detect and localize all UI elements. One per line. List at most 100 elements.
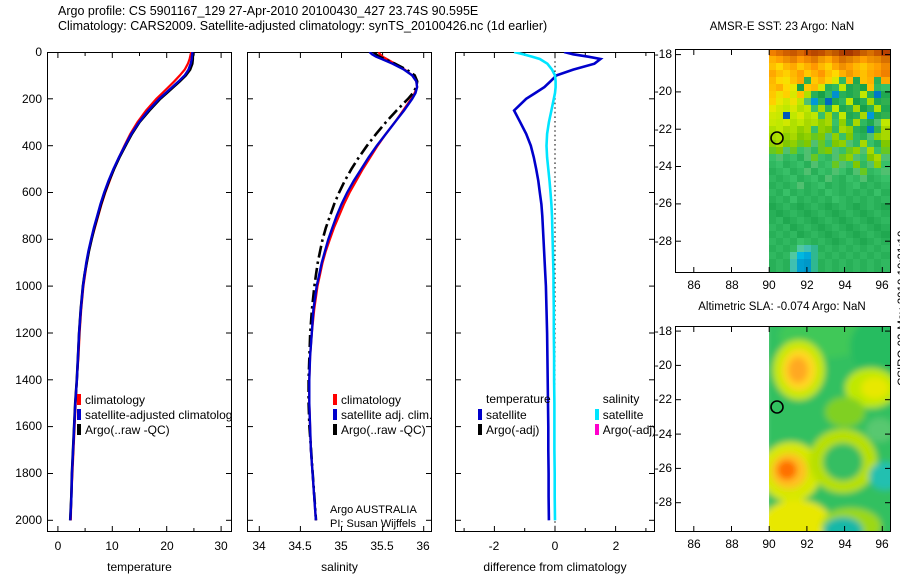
title-line-1: Argo profile: CS 5901167_129 27-Apr-2010… — [58, 4, 479, 18]
legend-item-temperature-argo-adj: Argo(-adj) — [478, 422, 551, 437]
sla-ytick-20: -20 — [654, 358, 672, 372]
difference-yticks — [455, 52, 655, 521]
legend-group-title-temperature: temperature — [486, 392, 551, 406]
legend-item-satadj-sal: satellite adj. clim. — [333, 407, 432, 422]
panel-salinity — [247, 52, 432, 532]
footer-line-1: Argo AUSTRALIA — [330, 504, 417, 516]
sla-xtick-94: 94 — [838, 537, 852, 551]
ytick-800: 800 — [21, 232, 42, 246]
sst-xtick-92: 92 — [800, 278, 814, 292]
sal-xtick-34: 34 — [252, 539, 266, 553]
legend-clip-mask — [232, 388, 246, 438]
legend-label-satadj-sal: satellite adj. clim. — [341, 408, 433, 422]
sst-map-svg — [675, 49, 891, 273]
sla-map-svg — [675, 326, 891, 532]
legend-swatch-satellite-adjusted — [77, 409, 81, 420]
temp-xtick-20: 20 — [160, 539, 174, 553]
difference-plot-svg — [455, 52, 655, 532]
diff-xtick-2: 2 — [612, 539, 620, 553]
legend-label-temperature-satellite: satellite — [486, 408, 527, 422]
ytick-400: 400 — [21, 139, 42, 153]
legend-swatch-salinity-argo-adj — [594, 424, 599, 435]
sla-ytick-18: -18 — [654, 324, 672, 338]
page-title: Argo profile: CS 5901167_129 27-Apr-2010… — [58, 4, 547, 34]
sla-xtick-90: 90 — [762, 537, 776, 551]
legend-item-argo-raw: Argo(..raw -QC) — [77, 422, 232, 437]
temperature-axis-label: temperature — [107, 560, 172, 574]
legend-label-temperature-argo-adj: Argo(-adj) — [486, 423, 540, 437]
sst-xtick-86: 86 — [687, 278, 701, 292]
legend-group-title-salinity: salinity — [602, 392, 640, 406]
ytick-1800: 1800 — [15, 466, 42, 480]
legend-label-argo-raw: Argo(..raw -QC) — [85, 423, 170, 437]
sal-xtick-36: 36 — [416, 539, 430, 553]
legend-label-climatology-sal: climatology — [341, 393, 402, 407]
sla-xtick-86: 86 — [687, 537, 701, 551]
sst-xtick-90: 90 — [762, 278, 776, 292]
argo-position-marker-sst — [770, 131, 784, 145]
sst-xtick-96: 96 — [875, 278, 889, 292]
ytick-1000: 1000 — [15, 279, 42, 293]
salinity-footer: Argo AUSTRALIA PI: Susan Wijffels — [330, 503, 417, 531]
diff-xtick-neg2: -2 — [488, 539, 500, 553]
difference-legend-group-temperature: temperature satellite Argo(-adj) — [478, 392, 551, 437]
ytick-1200: 1200 — [15, 326, 42, 340]
map-sst — [675, 49, 891, 273]
sla-ytick-22: -22 — [654, 392, 672, 406]
legend-item-salinity-satellite: satellite — [594, 407, 656, 422]
sla-map-title: Altimetric SLA: -0.074 Argo: NaN — [698, 301, 866, 313]
sst-raster — [769, 49, 891, 273]
ytick-200: 200 — [21, 92, 42, 106]
sst-xtick-88: 88 — [725, 278, 739, 292]
sst-ytick-18: -18 — [654, 47, 672, 61]
salinity-legend: climatology satellite adj. clim. Argo(..… — [333, 392, 432, 437]
sla-map-ticks — [675, 326, 891, 532]
ytick-1600: 1600 — [15, 419, 42, 433]
ytick-0: 0 — [35, 45, 42, 59]
sst-xtick-94: 94 — [838, 278, 852, 292]
ytick-2000: 2000 — [15, 513, 42, 527]
salinity-xticks — [258, 52, 425, 532]
panel-temperature — [47, 52, 232, 532]
legend-label-salinity-argo-adj: Argo(-adj) — [602, 423, 657, 437]
legend-item-satellite-adjusted: satellite-adjusted climatolog — [77, 407, 232, 422]
temperature-legend: climatology satellite-adjusted climatolo… — [77, 392, 232, 437]
ytick-600: 600 — [21, 185, 42, 199]
legend-label-satellite-adjusted: satellite-adjusted climatolog — [85, 408, 233, 422]
ytick-1400: 1400 — [15, 373, 42, 387]
salinity-axis-label: salinity — [321, 560, 358, 574]
salinity-plot-svg — [247, 52, 432, 532]
temp-xtick-30: 30 — [214, 539, 228, 553]
sst-ytick-20: -20 — [654, 84, 672, 98]
legend-item-climatology-sal: climatology — [333, 392, 432, 407]
legend-swatch-climatology — [77, 394, 81, 405]
temperature-yticks — [47, 52, 232, 521]
legend-label-salinity-satellite: satellite — [602, 408, 644, 422]
diff-temperature-satellite-line — [512, 52, 604, 521]
legend-swatch-temperature-satellite — [478, 409, 482, 420]
legend-swatch-satadj-sal — [333, 409, 337, 420]
legend-item-temperature-satellite: satellite — [478, 407, 551, 422]
temp-satadj-line — [69, 52, 194, 521]
sal-argo-line — [307, 52, 419, 521]
sst-ytick-28: -28 — [654, 234, 672, 248]
sst-ytick-22: -22 — [654, 122, 672, 136]
sla-xtick-92: 92 — [800, 537, 814, 551]
footer-line-2: PI: Susan Wijffels — [330, 518, 416, 530]
legend-item-climatology: climatology — [77, 392, 232, 407]
sla-raster — [769, 326, 891, 532]
title-line-2: Climatology: CARS2009. Satellite-adjuste… — [58, 19, 548, 33]
sla-xtick-88: 88 — [725, 537, 739, 551]
legend-swatch-argo-raw — [77, 424, 81, 435]
legend-item-argo-raw-sal: Argo(..raw -QC) — [333, 422, 432, 437]
sal-xtick-34-5: 34.5 — [288, 539, 312, 553]
legend-swatch-climatology-sal — [333, 394, 337, 405]
sla-ytick-24: -24 — [654, 427, 672, 441]
temperature-plot-svg — [47, 52, 232, 532]
legend-swatch-argo-raw-sal — [333, 424, 337, 435]
temperature-xticks — [57, 52, 222, 532]
sst-ytick-24: -24 — [654, 159, 672, 173]
sst-map-ticks — [675, 49, 891, 273]
legend-label-argo-raw-sal: Argo(..raw -QC) — [341, 423, 426, 437]
temp-xtick-10: 10 — [105, 539, 119, 553]
